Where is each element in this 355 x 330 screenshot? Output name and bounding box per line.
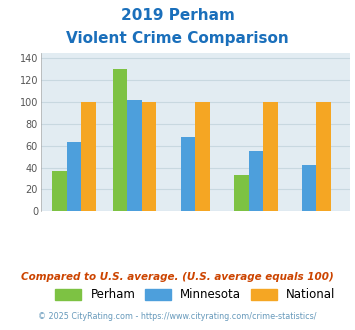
Text: Violent Crime Comparison: Violent Crime Comparison [66,31,289,46]
Bar [67,142,81,211]
Bar [113,69,127,211]
Bar [181,137,195,211]
Bar [142,102,157,211]
Bar [195,102,210,211]
Legend: Perham, Minnesota, National: Perham, Minnesota, National [55,288,335,301]
Bar [234,175,248,211]
Text: 2019 Perham: 2019 Perham [121,8,234,23]
Bar [302,165,316,211]
Text: © 2025 CityRating.com - https://www.cityrating.com/crime-statistics/: © 2025 CityRating.com - https://www.city… [38,312,317,321]
Bar [127,100,142,211]
Bar [81,102,96,211]
Bar [52,171,67,211]
Bar [248,151,263,211]
Bar [263,102,278,211]
Text: Compared to U.S. average. (U.S. average equals 100): Compared to U.S. average. (U.S. average … [21,272,334,282]
Bar [316,102,331,211]
